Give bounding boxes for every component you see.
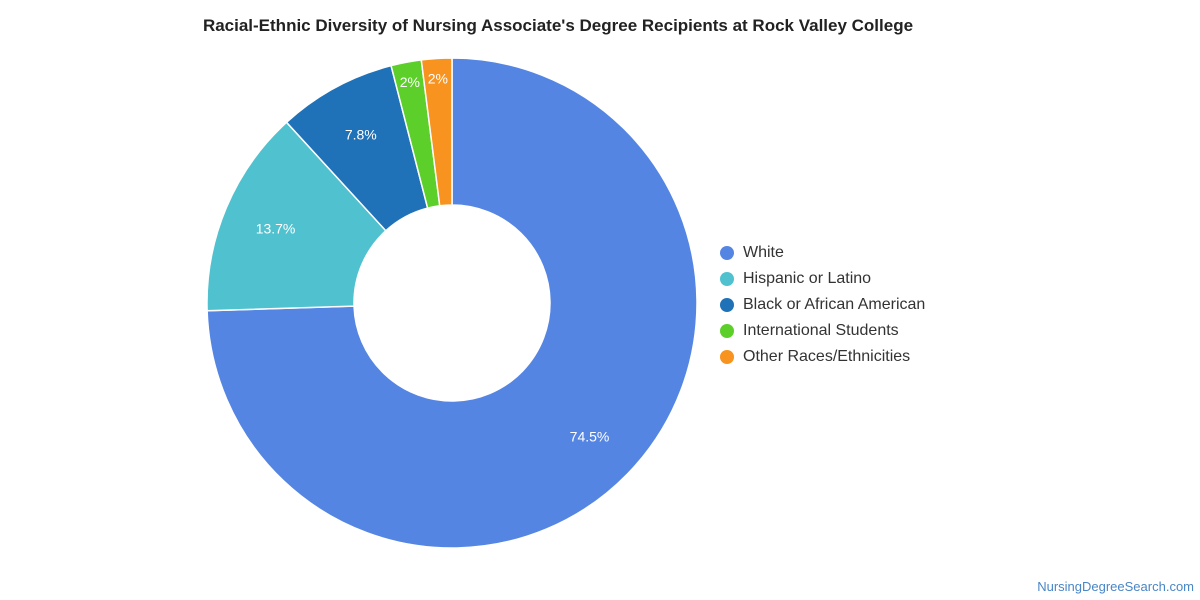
chart-title: Racial-Ethnic Diversity of Nursing Assoc…: [202, 16, 914, 35]
legend-swatch: [720, 298, 734, 312]
legend-swatch: [720, 246, 734, 260]
legend-label: White: [743, 244, 784, 261]
legend-item[interactable]: Black or African American: [720, 292, 925, 318]
legend-item[interactable]: Other Races/Ethnicities: [720, 344, 925, 370]
data-label: 2%: [428, 70, 448, 86]
chart-legend: White Hispanic or Latino Black or African …: [720, 240, 925, 370]
legend-item[interactable]: International Students: [720, 318, 925, 344]
legend-swatch: [720, 324, 734, 338]
data-label: 13.7%: [256, 221, 296, 237]
watermark[interactable]: NursingDegreeSearch.com: [1037, 579, 1194, 594]
data-label: 2%: [400, 74, 420, 90]
legend-label: Other Races/Ethnicities: [743, 348, 911, 365]
legend-item[interactable]: White: [720, 240, 925, 266]
data-label: 7.8%: [345, 127, 377, 143]
slice-white[interactable]: [206, 57, 698, 549]
slice-other-races-ethnicities[interactable]: [420, 57, 453, 207]
slice-hispanic-or-latino[interactable]: [206, 121, 387, 312]
data-label: 74.5%: [570, 428, 610, 444]
legend-label: International Students: [743, 322, 899, 339]
legend-label: Hispanic or Latino: [743, 270, 872, 287]
legend-swatch: [720, 350, 734, 364]
legend-swatch: [720, 272, 734, 286]
legend-item[interactable]: Hispanic or Latino: [720, 266, 925, 292]
legend-label: Black or African American: [743, 296, 926, 313]
